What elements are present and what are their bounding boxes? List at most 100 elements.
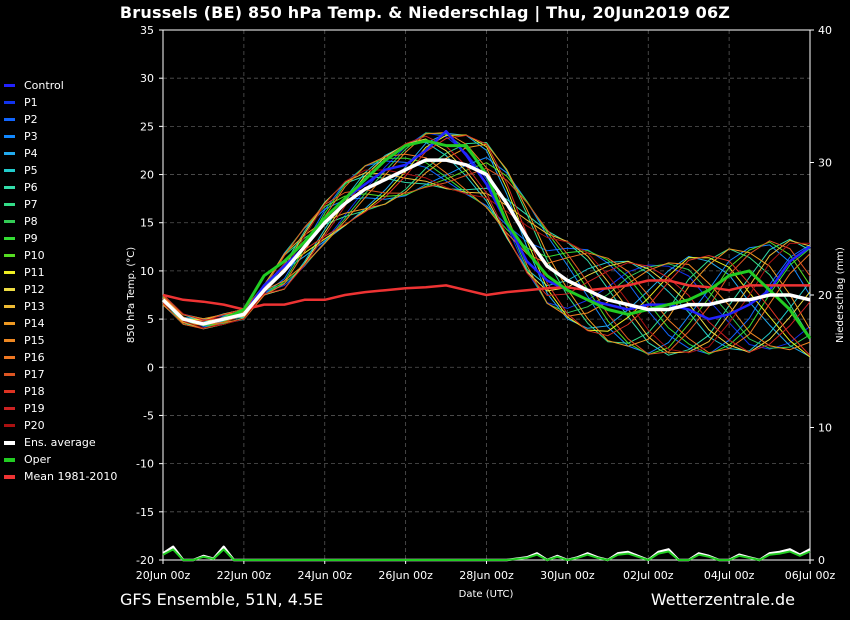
- legend-item: Oper: [4, 451, 117, 468]
- ens-average-line: [161, 158, 811, 326]
- x-tick-label: 28Jun 00z: [459, 569, 514, 582]
- legend-swatch: [4, 254, 15, 257]
- legend-swatch: [4, 169, 15, 172]
- legend: Control P1 P2 P3 P4 P5 P6 P7 P8 P9 P10 P11 P12 P13 P14…: [4, 77, 117, 485]
- control-line: [162, 129, 811, 326]
- legend-item: P12: [4, 281, 117, 298]
- legend-item: P19: [4, 400, 117, 417]
- x-tick-label: 02Jul 00z: [623, 569, 674, 582]
- legend-swatch: [4, 305, 15, 308]
- legend-label: Mean 1981-2010: [24, 469, 118, 483]
- legend-label: Control: [24, 78, 64, 92]
- legend-swatch: [4, 220, 15, 223]
- legend-item: P18: [4, 383, 117, 400]
- legend-label: P3: [24, 129, 38, 143]
- y-axis-label: 850 hPa Temp. (°C): [126, 247, 137, 343]
- legend-label: P6: [24, 180, 38, 194]
- y-tick-label: -5: [143, 409, 154, 422]
- legend-swatch: [4, 407, 15, 410]
- legend-label: P4: [24, 146, 38, 160]
- legend-item: P20: [4, 417, 117, 434]
- ensemble-member-line: [162, 160, 811, 355]
- legend-swatch: [4, 118, 15, 121]
- y2-axis-label: Niederschlag (mm): [835, 247, 846, 343]
- legend-swatch: [4, 288, 15, 291]
- x-tick-label: 24Jun 00z: [298, 569, 353, 582]
- legend-item: P2: [4, 111, 117, 128]
- ensemble-member-line: [162, 135, 811, 353]
- y2-tick-label: 20: [818, 289, 832, 302]
- y-tick-label: 10: [140, 265, 154, 278]
- legend-swatch: [4, 322, 15, 325]
- legend-label: P10: [24, 248, 45, 262]
- legend-swatch: [4, 101, 15, 104]
- legend-label: P16: [24, 350, 45, 364]
- y-tick-label: 25: [140, 120, 154, 133]
- legend-item: Ens. average: [4, 434, 117, 451]
- legend-item: P1: [4, 94, 117, 111]
- legend-label: P19: [24, 401, 45, 415]
- y-tick-label: -15: [136, 506, 154, 519]
- x-tick-label: 20Jun 00z: [136, 569, 191, 582]
- legend-swatch: [4, 356, 15, 359]
- legend-item: P7: [4, 196, 117, 213]
- legend-item: P17: [4, 366, 117, 383]
- y2-tick-label: 10: [818, 422, 832, 435]
- legend-item: P14: [4, 315, 117, 332]
- legend-swatch: [4, 373, 15, 376]
- legend-swatch: [4, 84, 15, 87]
- y-tick-label: -10: [136, 458, 154, 471]
- legend-label: Oper: [24, 452, 51, 466]
- legend-label: P11: [24, 265, 45, 279]
- x-axis-label: Date (UTC): [459, 589, 514, 600]
- x-tick-label: 04Jul 00z: [704, 569, 755, 582]
- legend-item: P11: [4, 264, 117, 281]
- legend-label: P20: [24, 418, 45, 432]
- legend-item: P15: [4, 332, 117, 349]
- legend-swatch: [4, 203, 15, 206]
- y-tick-label: 35: [140, 24, 154, 37]
- y-tick-label: 0: [147, 361, 154, 374]
- y-tick-label: 20: [140, 169, 154, 182]
- legend-item: Mean 1981-2010: [4, 468, 117, 485]
- y2-tick-label: 40: [818, 24, 832, 37]
- legend-label: P2: [24, 112, 38, 126]
- legend-label: Ens. average: [24, 435, 96, 449]
- ensemble-member-line: [162, 153, 811, 354]
- legend-item: P16: [4, 349, 117, 366]
- legend-item: P8: [4, 213, 117, 230]
- footer-model-info: GFS Ensemble, 51N, 4.5E: [120, 590, 324, 609]
- legend-swatch: [4, 135, 15, 138]
- x-tick-label: 06Jul 00z: [785, 569, 836, 582]
- legend-item: P4: [4, 145, 117, 162]
- legend-label: P1: [24, 95, 38, 109]
- legend-label: P12: [24, 282, 45, 296]
- legend-label: P9: [24, 231, 38, 245]
- legend-item: Control: [4, 77, 117, 94]
- legend-item: P6: [4, 179, 117, 196]
- y-tick-label: 30: [140, 72, 154, 85]
- x-tick-label: 30Jun 00z: [540, 569, 595, 582]
- legend-item: P9: [4, 230, 117, 247]
- x-tick-label: 22Jun 00z: [217, 569, 272, 582]
- chart-title: Brussels (BE) 850 hPa Temp. & Niederschl…: [119, 3, 731, 22]
- legend-swatch: [4, 440, 15, 445]
- legend-swatch: [4, 152, 15, 155]
- legend-label: P15: [24, 333, 45, 347]
- precip-oper-line: [162, 548, 811, 561]
- legend-swatch: [4, 474, 15, 479]
- ensemble-member-line: [162, 175, 811, 356]
- legend-item: P10: [4, 247, 117, 264]
- legend-swatch: [4, 390, 15, 393]
- legend-swatch: [4, 186, 15, 189]
- legend-swatch: [4, 457, 15, 462]
- y2-tick-label: 0: [818, 554, 825, 567]
- legend-label: P18: [24, 384, 45, 398]
- legend-swatch: [4, 237, 15, 240]
- y-tick-label: -20: [136, 554, 154, 567]
- y2-tick-label: 30: [818, 157, 832, 170]
- y-tick-label: 5: [147, 313, 154, 326]
- legend-label: P7: [24, 197, 38, 211]
- legend-swatch: [4, 271, 15, 274]
- legend-label: P5: [24, 163, 38, 177]
